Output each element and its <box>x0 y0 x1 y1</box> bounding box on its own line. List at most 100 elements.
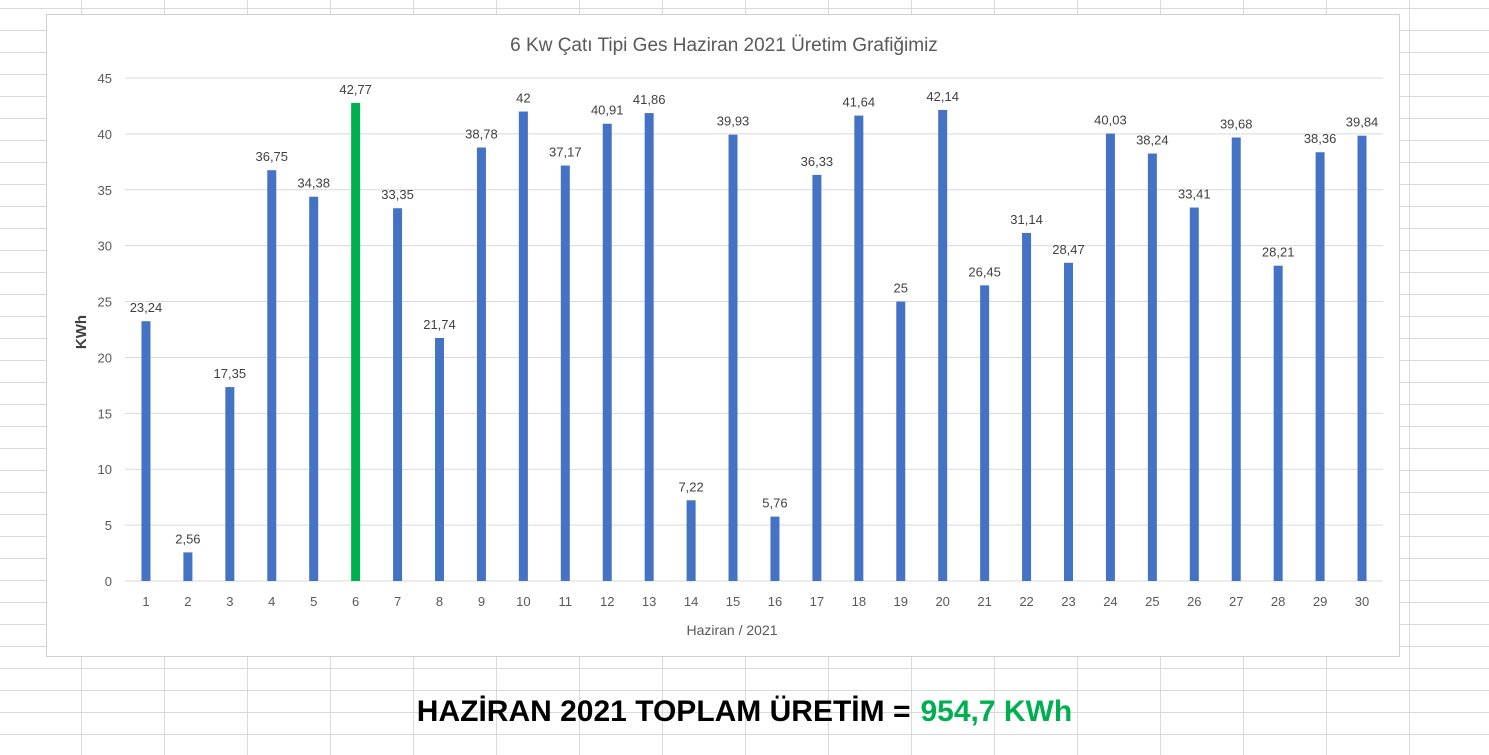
bar-day-27[interactable] <box>1231 137 1241 582</box>
y-tick-label: 30 <box>98 239 112 254</box>
x-tick-label: 1 <box>142 594 149 609</box>
x-tick-label: 13 <box>642 594 656 609</box>
bar-day-13[interactable] <box>644 113 654 582</box>
data-label: 40,03 <box>1094 113 1127 128</box>
x-tick-label: 16 <box>768 594 782 609</box>
bar-day-15[interactable] <box>728 134 738 581</box>
data-label: 33,41 <box>1178 187 1211 202</box>
y-tick-label: 25 <box>98 295 112 310</box>
x-tick-label: 7 <box>394 594 401 609</box>
x-tick-labels: 1 2 3 4 5 6 7 8 9 10 11 12 13 14 15 16 17 18 19 20 21 22 23 24 2… <box>142 594 1369 609</box>
x-tick-label: 24 <box>1103 594 1117 609</box>
x-tick-label: 14 <box>684 594 698 609</box>
bar-day-3[interactable] <box>225 387 235 581</box>
data-label: 40,91 <box>591 103 624 118</box>
chart-area[interactable]: 23,24 2,56 17,35 36,75 34,38 42,77 33,35 21,74 3… <box>46 14 1400 657</box>
data-label: 2,56 <box>175 531 200 546</box>
x-axis-label: Haziran / 2021 <box>686 622 777 638</box>
bar-day-12[interactable] <box>602 123 612 582</box>
bar-day-20[interactable] <box>938 109 948 581</box>
bars <box>141 102 1367 582</box>
data-label: 33,35 <box>381 187 414 202</box>
bar-day-16[interactable] <box>770 516 780 581</box>
x-tick-label: 8 <box>436 594 443 609</box>
bar-day-25[interactable] <box>1147 153 1157 582</box>
data-label: 42 <box>516 91 530 106</box>
total-value: 954,7 KWh <box>920 695 1073 728</box>
data-label: 39,93 <box>717 114 750 129</box>
data-label: 28,21 <box>1262 245 1295 260</box>
bar-day-28[interactable] <box>1273 265 1283 581</box>
data-label: 39,84 <box>1346 115 1379 130</box>
bar-chart: 23,24 2,56 17,35 36,75 34,38 42,77 33,35 21,74 3… <box>73 35 1383 638</box>
x-tick-label: 12 <box>600 594 614 609</box>
data-label: 37,17 <box>549 145 582 160</box>
y-tick-label: 5 <box>105 518 112 533</box>
gridlines <box>125 77 1383 582</box>
data-label: 31,14 <box>1010 212 1043 227</box>
bar-day-26[interactable] <box>1189 207 1199 581</box>
y-tick-labels: 0 5 10 15 20 25 30 35 40 45 <box>98 71 112 589</box>
bar-day-30[interactable] <box>1357 135 1367 581</box>
data-label: 7,22 <box>678 479 703 494</box>
y-tick-label: 20 <box>98 350 112 365</box>
x-tick-label: 29 <box>1313 594 1327 609</box>
y-axis-label: KWh <box>73 315 90 349</box>
bar-day-11[interactable] <box>560 165 570 581</box>
bar-day-24[interactable] <box>1105 133 1115 581</box>
data-label: 39,68 <box>1220 116 1253 131</box>
bar-day-23[interactable] <box>1064 262 1073 581</box>
bar-day-10[interactable] <box>518 111 528 582</box>
bar-day-7[interactable] <box>393 208 403 581</box>
bar-day-5[interactable] <box>309 196 319 581</box>
x-tick-label: 30 <box>1355 594 1369 609</box>
data-label: 41,64 <box>843 95 876 110</box>
total-production: HAZİRAN 2021 TOPLAM ÜRETİM = 954,7 KWh <box>0 695 1489 729</box>
data-label: 42,77 <box>339 82 372 97</box>
data-label: 23,24 <box>130 300 163 315</box>
data-label: 38,78 <box>465 127 498 142</box>
x-tick-label: 6 <box>352 594 359 609</box>
data-label: 26,45 <box>968 264 1001 279</box>
data-label: 5,76 <box>762 496 787 511</box>
data-label: 36,33 <box>801 154 834 169</box>
x-tick-label: 11 <box>559 594 573 609</box>
data-label: 41,86 <box>633 92 666 107</box>
x-tick-label: 15 <box>726 594 740 609</box>
x-tick-label: 17 <box>810 594 824 609</box>
y-tick-label: 35 <box>98 183 112 198</box>
bar-day-22[interactable] <box>1022 232 1032 581</box>
bar-day-8[interactable] <box>435 337 444 581</box>
bar-day-19[interactable] <box>896 301 906 581</box>
y-tick-label: 0 <box>105 574 112 589</box>
x-tick-label: 20 <box>935 594 949 609</box>
chart-title: 6 Kw Çatı Tipi Ges Haziran 2021 Üretim G… <box>510 35 938 56</box>
bar-day-4[interactable] <box>267 170 277 581</box>
y-tick-label: 45 <box>98 71 112 86</box>
x-tick-label: 2 <box>184 594 191 609</box>
bar-day-9[interactable] <box>476 147 486 582</box>
x-tick-label: 9 <box>478 594 485 609</box>
x-tick-label: 25 <box>1145 594 1159 609</box>
bar-day-1[interactable] <box>141 321 151 581</box>
bar-day-6[interactable] <box>351 102 361 581</box>
bar-day-14[interactable] <box>686 500 696 581</box>
x-tick-label: 22 <box>1019 594 1033 609</box>
x-tick-label: 18 <box>852 594 866 609</box>
data-label: 42,14 <box>926 89 959 104</box>
bar-day-17[interactable] <box>812 174 822 582</box>
bar-day-18[interactable] <box>854 115 864 581</box>
y-tick-label: 40 <box>98 127 112 142</box>
x-tick-label: 21 <box>977 594 991 609</box>
bar-day-21[interactable] <box>980 285 990 581</box>
x-tick-label: 4 <box>268 594 275 609</box>
data-label: 21,74 <box>423 317 456 332</box>
y-tick-label: 10 <box>98 462 112 477</box>
x-tick-label: 28 <box>1271 594 1285 609</box>
x-tick-label: 27 <box>1229 594 1243 609</box>
bar-day-2[interactable] <box>183 552 193 581</box>
x-tick-label: 23 <box>1061 594 1075 609</box>
data-label: 38,36 <box>1304 131 1337 146</box>
bar-day-29[interactable] <box>1315 152 1325 581</box>
x-tick-label: 19 <box>894 594 908 609</box>
